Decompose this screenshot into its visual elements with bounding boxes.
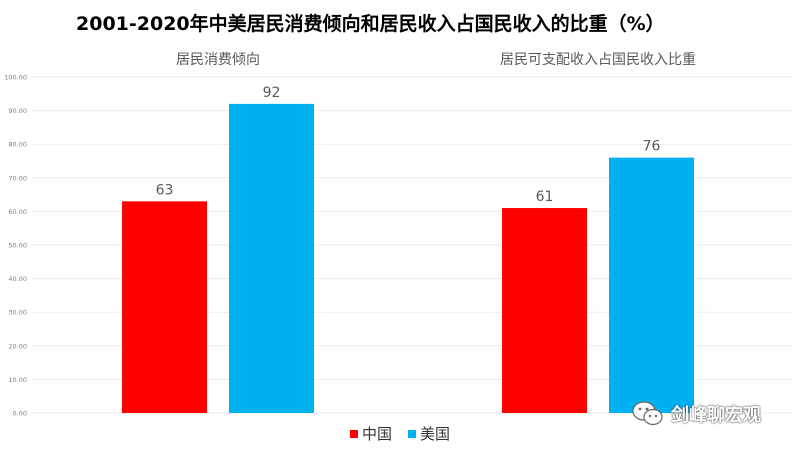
y-tick-label: 20.00 xyxy=(8,342,27,350)
bar xyxy=(502,208,587,413)
data-label: 92 xyxy=(263,85,281,101)
y-tick-label: 60.00 xyxy=(8,208,27,216)
legend-swatch-usa xyxy=(408,429,416,438)
y-tick-label: 90.00 xyxy=(8,107,27,115)
y-tick-label: 50.00 xyxy=(8,242,27,250)
y-tick-label: 100.00 xyxy=(4,74,27,82)
y-tick-label: 40.00 xyxy=(8,275,27,283)
legend-label-china: 中国 xyxy=(361,425,392,443)
legend-swatch-china xyxy=(349,429,358,438)
category-label: 居民消费倾向 xyxy=(176,52,260,68)
data-label: 76 xyxy=(643,139,661,155)
chart-title: 2001-2020年中美居民消费倾向和居民收入占国民收入的比重（%） xyxy=(76,13,665,35)
data-label: 63 xyxy=(156,182,174,198)
y-tick-label: 80.00 xyxy=(8,141,27,149)
bar xyxy=(229,103,314,413)
category-label: 居民可支配收入占国民收入比重 xyxy=(500,52,696,68)
legend-item-usa: 美国 xyxy=(408,423,450,444)
data-labels: 63 92 61 76 xyxy=(156,85,661,205)
data-label: 61 xyxy=(536,189,554,205)
legend-item-china: 中国 xyxy=(349,423,392,444)
y-tick-label: 30.00 xyxy=(8,309,27,317)
y-tick-label: 0.00 xyxy=(13,410,27,418)
legend: 中国 美国 xyxy=(0,423,800,444)
bar xyxy=(122,201,207,413)
watermark: 剑峰聊宏观 xyxy=(631,400,761,428)
y-tick-label: 10.00 xyxy=(8,376,27,384)
category-labels: 居民消费倾向 居民可支配收入占国民收入比重 xyxy=(176,52,696,68)
y-tick-label: 70.00 xyxy=(8,174,27,182)
bar xyxy=(609,157,694,413)
watermark-text: 剑峰聊宏观 xyxy=(671,405,761,426)
legend-label-usa: 美国 xyxy=(420,425,451,443)
bars xyxy=(122,103,694,413)
y-axis-ticks: 0.00 10.00 20.00 30.00 40.00 50.00 60.00 70.00 8… xyxy=(4,74,27,418)
wechat-icon xyxy=(632,401,663,426)
